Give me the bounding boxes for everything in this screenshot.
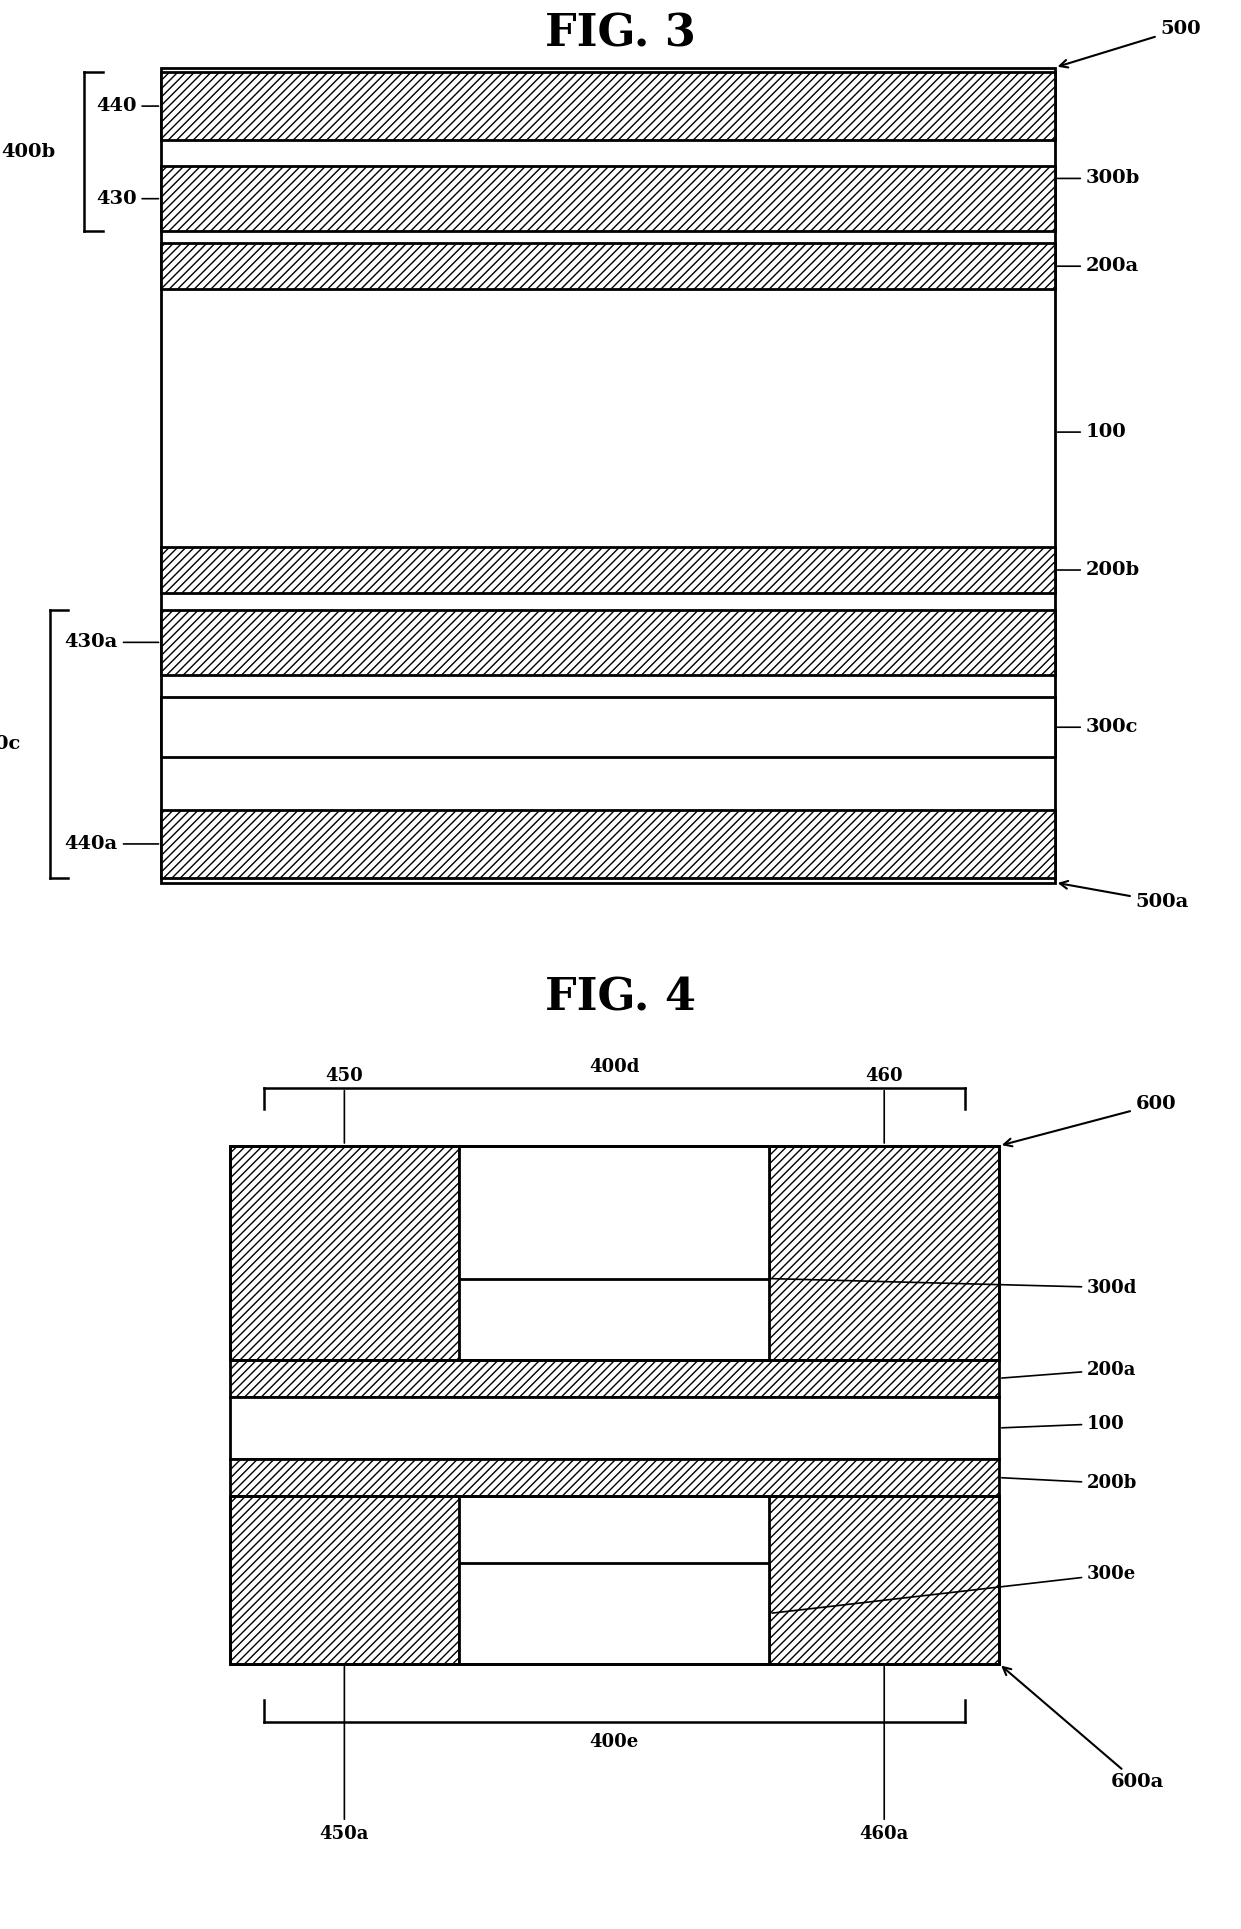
Text: 400e: 400e [589, 1732, 639, 1752]
Text: 400b: 400b [1, 143, 56, 160]
Bar [161, 243, 1055, 289]
Text: 300e: 300e [772, 1564, 1137, 1613]
Text: 300b: 300b [1057, 170, 1140, 187]
Text: 450: 450 [325, 1067, 364, 1144]
Bar [161, 696, 1055, 756]
Bar [230, 1458, 999, 1497]
Bar [459, 1562, 769, 1663]
Text: 460a: 460a [860, 1667, 908, 1842]
Text: 600: 600 [1004, 1096, 1176, 1146]
Text: 200b: 200b [1057, 561, 1140, 579]
Bar [769, 1146, 999, 1360]
Text: 300d: 300d [772, 1279, 1138, 1296]
Bar [161, 810, 1055, 878]
Bar [230, 1497, 459, 1663]
Text: FIG. 4: FIG. 4 [545, 976, 696, 1020]
Text: 300c: 300c [1057, 718, 1138, 737]
Text: 460: 460 [865, 1067, 903, 1144]
Bar [230, 1146, 999, 1360]
Bar [230, 1497, 999, 1663]
Text: 440: 440 [96, 96, 159, 116]
Text: 430: 430 [96, 189, 159, 208]
Bar [161, 610, 1055, 675]
Bar [161, 166, 1055, 231]
Text: 100: 100 [1057, 422, 1127, 442]
Bar [230, 1360, 999, 1397]
Text: 400c: 400c [0, 735, 21, 752]
Text: 440a: 440a [65, 835, 159, 853]
Text: 200a: 200a [1057, 257, 1139, 276]
Text: 500a: 500a [1060, 882, 1189, 910]
Text: 450a: 450a [320, 1667, 369, 1842]
Bar [459, 1146, 769, 1279]
Bar [161, 548, 1055, 594]
Text: 100: 100 [1001, 1414, 1124, 1433]
Text: 200a: 200a [1001, 1360, 1137, 1379]
Bar [230, 1397, 999, 1458]
Bar [161, 68, 1055, 883]
Text: 600a: 600a [1003, 1667, 1164, 1792]
Bar [769, 1497, 999, 1663]
Bar [161, 71, 1055, 141]
Text: FIG. 3: FIG. 3 [545, 12, 696, 56]
Text: 430a: 430a [65, 633, 159, 652]
Text: 400d: 400d [589, 1059, 639, 1076]
Text: 500: 500 [1060, 19, 1201, 68]
Text: 200b: 200b [1001, 1474, 1138, 1493]
Bar [230, 1146, 459, 1360]
